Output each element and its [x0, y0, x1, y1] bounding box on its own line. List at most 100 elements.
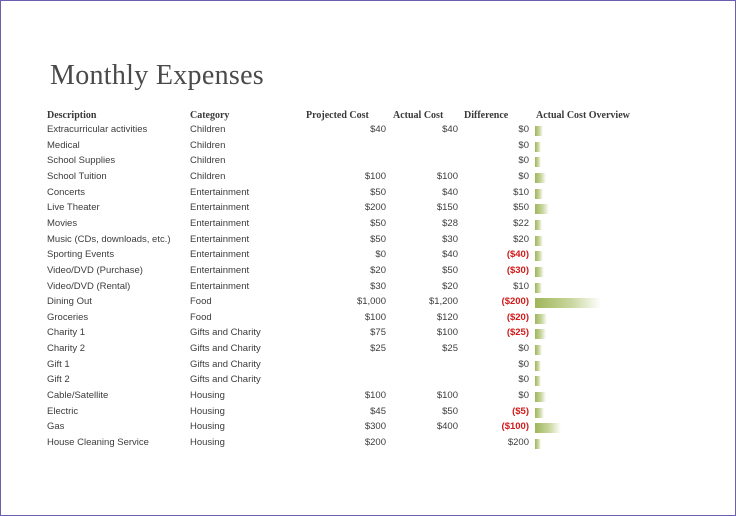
row-actual-cost: $30 — [442, 233, 458, 245]
row-actual-cost: $40 — [442, 249, 458, 261]
row-projected-cost: $25 — [370, 343, 386, 355]
actual-cost-bar — [535, 313, 547, 324]
row-description: Gas — [47, 421, 65, 433]
page-title: Monthly Expenses — [50, 60, 265, 91]
row-projected-cost: $50 — [370, 233, 386, 245]
row-projected-cost: $50 — [370, 186, 386, 198]
table-row: Gift 1 Gifts and Charity $0 — [0, 359, 736, 375]
row-projected-cost: $100 — [364, 170, 386, 182]
row-description: Extracurricular activities — [47, 124, 148, 135]
row-difference: $0 — [518, 124, 529, 135]
actual-cost-bar — [535, 235, 543, 246]
row-difference: $10 — [513, 186, 529, 198]
row-category: Housing — [190, 437, 225, 448]
header-description: Description — [47, 110, 97, 121]
row-actual-cost: $100 — [436, 327, 458, 339]
table-row: Gas Housing $300 $400 ($100) — [0, 421, 736, 437]
table-row: House Cleaning Service Housing $200 $200 — [0, 437, 736, 453]
actual-cost-bar — [535, 266, 544, 277]
actual-cost-bar — [535, 188, 543, 199]
row-category: Children — [190, 155, 226, 167]
row-category: Entertainment — [190, 264, 250, 276]
row-projected-cost: $200 — [364, 437, 386, 448]
row-projected-cost: $20 — [370, 264, 386, 276]
row-description: Video/DVD (Rental) — [47, 280, 131, 292]
header-difference: Difference — [464, 110, 509, 121]
actual-cost-bar — [535, 172, 546, 183]
row-category: Children — [190, 170, 226, 182]
table-row: Video/DVD (Purchase) Entertainment $20 $50 (… — [0, 265, 736, 281]
actual-cost-bar — [535, 423, 561, 434]
row-category: Entertainment — [190, 249, 250, 261]
actual-cost-bar — [535, 329, 546, 340]
row-category: Children — [190, 139, 226, 151]
table-row: Charity 2 Gifts and Charity $25 $25 $0 — [0, 343, 736, 359]
row-description: Live Theater — [47, 202, 100, 214]
row-category: Entertainment — [190, 233, 250, 245]
row-description: House Cleaning Service — [47, 437, 149, 448]
row-projected-cost: $1,000 — [356, 296, 386, 308]
row-description: Sporting Events — [47, 249, 115, 261]
table-row: Sporting Events Entertainment $0 $40 ($40) — [0, 249, 736, 265]
header-actual-cost: Actual Cost — [393, 110, 444, 121]
row-difference: $20 — [513, 233, 529, 245]
table-row: School Tuition Children $100 $100 $0 — [0, 171, 736, 187]
actual-cost-bar — [535, 251, 543, 262]
row-difference: ($200) — [501, 296, 529, 308]
row-description: Electric — [47, 405, 79, 417]
row-description: Movies — [47, 217, 78, 229]
row-projected-cost: $200 — [364, 202, 386, 214]
table-row: Movies Entertainment $50 $28 $22 — [0, 218, 736, 234]
row-category: Food — [190, 296, 212, 308]
row-category: Housing — [190, 405, 225, 417]
row-actual-cost: $28 — [442, 217, 458, 229]
actual-cost-bar — [535, 360, 541, 371]
row-difference: $10 — [513, 280, 529, 292]
row-difference: $0 — [518, 390, 529, 402]
table-row: Live Theater Entertainment $200 $150 $50 — [0, 202, 736, 218]
row-difference: $22 — [513, 217, 529, 229]
row-difference: $50 — [513, 202, 529, 214]
row-actual-cost: $100 — [436, 170, 458, 182]
row-difference: $200 — [507, 437, 529, 448]
header-actual-cost-overview: Actual Cost Overview — [536, 110, 630, 121]
row-projected-cost: $45 — [370, 405, 386, 417]
row-difference: $0 — [518, 139, 529, 151]
row-description: Dining Out — [47, 296, 92, 308]
row-description: Cable/Satellite — [47, 390, 109, 402]
row-difference: ($20) — [506, 311, 529, 323]
row-difference: ($100) — [501, 421, 529, 433]
row-description: Medical — [47, 139, 80, 151]
table-row: Cable/Satellite Housing $100 $100 $0 — [0, 390, 736, 406]
row-projected-cost: $75 — [370, 327, 386, 339]
row-difference: ($25) — [506, 327, 529, 339]
table-row: Charity 1 Gifts and Charity $75 $100 ($25) — [0, 327, 736, 343]
row-difference: $0 — [518, 374, 529, 386]
header-projected-cost: Projected Cost — [306, 110, 369, 121]
row-projected-cost: $0 — [375, 249, 386, 261]
row-category: Housing — [190, 421, 225, 433]
row-category: Gifts and Charity — [190, 358, 261, 370]
row-difference: $0 — [518, 170, 529, 182]
row-description: Music (CDs, downloads, etc.) — [47, 233, 171, 245]
row-difference: $0 — [518, 155, 529, 167]
row-category: Entertainment — [190, 186, 250, 198]
table-row: Dining Out Food $1,000 $1,200 ($200) — [0, 296, 736, 312]
row-category: Gifts and Charity — [190, 343, 261, 355]
row-projected-cost: $50 — [370, 217, 386, 229]
row-projected-cost: $300 — [364, 421, 386, 433]
row-projected-cost: $30 — [370, 280, 386, 292]
row-actual-cost: $50 — [442, 264, 458, 276]
actual-cost-bar — [535, 141, 541, 152]
row-category: Gifts and Charity — [190, 374, 261, 386]
row-actual-cost: $400 — [436, 421, 458, 433]
row-actual-cost: $25 — [442, 343, 458, 355]
row-projected-cost: $40 — [370, 124, 386, 135]
row-description: Charity 2 — [47, 343, 86, 355]
row-category: Children — [190, 124, 226, 135]
row-description: School Tuition — [47, 170, 107, 182]
actual-cost-bar — [535, 345, 543, 356]
actual-cost-bar — [535, 298, 601, 309]
table-row: Video/DVD (Rental) Entertainment $30 $20 $10 — [0, 281, 736, 297]
row-actual-cost: $100 — [436, 390, 458, 402]
